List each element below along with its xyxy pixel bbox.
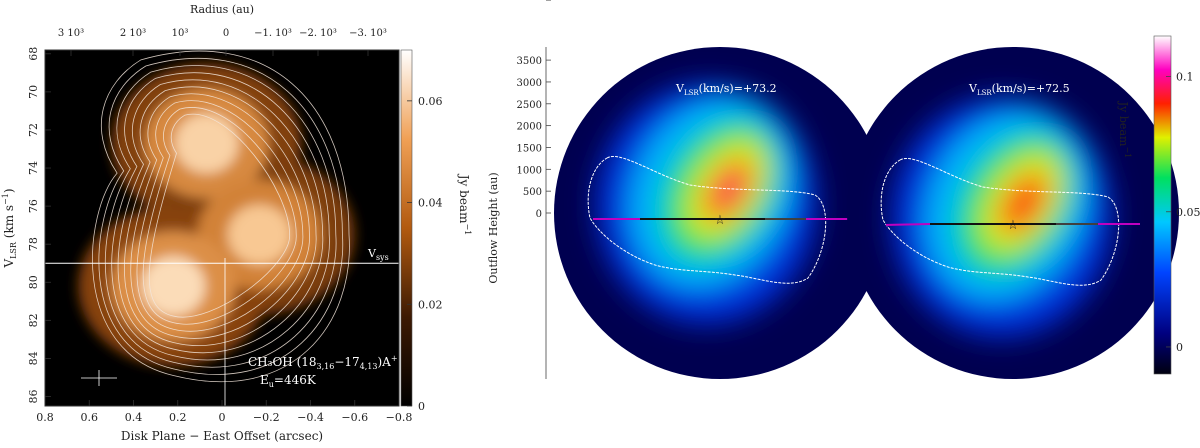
channel-map-1: ☆ VLSR(km/s)=+73.2 <box>554 47 886 379</box>
beam-cross <box>81 370 117 386</box>
pv-contours <box>92 50 350 382</box>
pv-colorbar-scale <box>400 49 413 407</box>
pv-y-tick-label-5: 78 <box>27 237 40 251</box>
pv-y-tick-label-0: 68 <box>27 47 40 61</box>
outflow-y-tick-label-5: 1000 <box>517 165 542 176</box>
outflow-y-tick-label-14: −3500 <box>508 0 542 3</box>
pv-contour-7 <box>105 65 337 368</box>
pv-y-tick-label-8: 84 <box>27 351 40 365</box>
pv-y-tick-label-3: 74 <box>27 161 40 175</box>
pv-y-tick-label-9: 86 <box>27 389 40 403</box>
channel-map-2-velocity: VLSR(km/s)=+72.5 <box>968 82 1070 97</box>
pv-x-tick-label-4: 0 <box>219 411 226 424</box>
outflow-y-tick-label-13: −3000 <box>508 0 542 3</box>
outflow-y-tick-label-7: 0 <box>536 209 542 220</box>
outflow-y-axis: 3500 3000 2500 2000 1500 1000 500 0 −500−1000−15… <box>508 0 551 220</box>
pv-top-tick-label-5: −2. 10³ <box>299 28 337 39</box>
pv-x-tick-label-7: −0.6 <box>341 411 368 424</box>
maps-colorbar-ticks: 0 0.05 0.1 <box>1166 71 1200 354</box>
outflow-y-tick-label-6: 500 <box>523 187 542 198</box>
pv-contour-9 <box>92 50 350 382</box>
maps-cb-tick-label-2: 0.1 <box>1176 71 1194 84</box>
pv-top-tick-label-0: 3 10³ <box>58 28 84 39</box>
channel-maps-panel: 3500 3000 2500 2000 1500 1000 500 0 −500−1000−15… <box>487 0 1179 379</box>
pv-contour-5 <box>117 79 324 354</box>
pv-top-tick-label-2: 10³ <box>172 28 189 39</box>
outflow-y-tick-label-0: 3500 <box>517 56 542 67</box>
maps-cb-tick-label-0: 0 <box>1176 341 1183 354</box>
pv-panel: Vsys CH₃OH (183,16−174,13)A+ Eu=446K 0.8… <box>1 3 412 443</box>
pv-y-tick-label-1: 70 <box>27 85 40 99</box>
channel-map-2-contour <box>880 158 1120 286</box>
pv-emission-peak-1 <box>227 204 292 265</box>
pv-colorbar-label: Jy beam−1 <box>457 173 472 236</box>
pv-x-tick-label-3: 0.2 <box>169 411 187 424</box>
pv-top-tick-label-3: 0 <box>223 28 229 39</box>
pv-x-axis: 0.8 0.6 0.4 0.2 0 −0.2 −0.4 −0.6 −0.8 <box>36 400 412 424</box>
pv-contour-1 <box>142 107 297 325</box>
maps-colorbar-label: Jy beam−1 <box>1117 101 1132 158</box>
pv-colorbar-ticks: 0 0.02 0.04 0.06 <box>407 95 443 413</box>
outflow-y-tick-label-2: 2500 <box>517 100 542 111</box>
pv-cb-tick-label-2: 0.04 <box>418 197 443 210</box>
pv-contour-6 <box>111 72 330 361</box>
pv-x-tick-label-2: 0.4 <box>125 411 143 424</box>
maps-colorbar-scale <box>1153 35 1172 375</box>
outflow-y-tick-label-8: −500 <box>515 0 542 3</box>
outflow-y-tick-label-10: −1500 <box>508 0 542 3</box>
pv-contour-3 <box>130 93 310 339</box>
pv-top-tick-label-6: −3. 10³ <box>349 28 387 39</box>
pv-cb-tick-label-3: 0.06 <box>418 95 443 108</box>
pv-contour-4 <box>124 86 317 346</box>
vsys-label: Vsys <box>367 247 389 262</box>
outflow-y-axis-label: Outflow Height (au) <box>487 172 500 283</box>
pv-emission-peak-2 <box>141 256 206 317</box>
outflow-y-tick-label-1: 3000 <box>517 78 542 89</box>
pv-contour-0 <box>148 113 291 318</box>
map1-level-4 <box>999 172 1048 234</box>
pv-contour-2 <box>136 100 304 332</box>
pv-y-axis-label: VLSR (km s−1) <box>1 188 18 268</box>
pv-top-axis: 3 10³ 2 10³ 10³ 0 −1. 10³ −2. 10³ −3. 10³ <box>58 28 387 56</box>
maps-colorbar: 0 0.05 0.1 Jy beam−1 <box>1117 35 1200 375</box>
pv-x-tick-label-5: −0.2 <box>253 411 280 424</box>
channel-map-1-star-icon: ☆ <box>714 213 726 228</box>
pv-x-tick-label-8: −0.8 <box>386 411 413 424</box>
outflow-y-tick-label-4: 1500 <box>517 143 542 154</box>
maps-cb-tick-label-1: 0.05 <box>1176 206 1200 219</box>
channel-map-2-disk-axis <box>885 223 1140 226</box>
outflow-y-tick-label-9: −1000 <box>508 0 542 3</box>
pv-contour-8 <box>98 57 344 375</box>
pv-x-axis-label: Disk Plane − East Offset (arcsec) <box>121 429 323 443</box>
pv-x-tick-label-1: 0.6 <box>81 411 99 424</box>
pv-y-tick-label-7: 82 <box>27 313 40 327</box>
outflow-y-tick-label-3: 2000 <box>517 122 542 133</box>
pv-y-axis: 68 70 72 74 76 78 80 82 84 86 <box>27 47 51 403</box>
pv-cb-tick-label-0: 0 <box>418 400 425 413</box>
pv-y-tick-label-2: 72 <box>27 123 40 137</box>
pv-y-tick-label-6: 80 <box>27 275 40 289</box>
pv-x-tick-label-6: −0.4 <box>297 411 324 424</box>
channel-map-1-contour <box>587 156 827 284</box>
pv-x-tick-label-0: 0.8 <box>36 411 54 424</box>
pv-top-tick-label-4: −1. 10³ <box>254 28 292 39</box>
pv-top-axis-label: Radius (au) <box>190 3 254 16</box>
channel-map-2-star-icon: ☆ <box>1007 218 1019 233</box>
channel-map-2-emission <box>891 97 1112 338</box>
pv-emission-peak-0 <box>174 113 239 174</box>
molecule-annotation: CH₃OH (183,16−174,13)A+ <box>248 354 398 371</box>
pv-y-tick-label-4: 76 <box>27 199 40 213</box>
pv-cb-tick-label-1: 0.02 <box>418 298 443 311</box>
pv-colorbar: 0 0.02 0.04 0.06 Jy beam−1 <box>400 49 472 413</box>
outflow-y-tick-label-12: −2500 <box>508 0 542 3</box>
pv-top-tick-label-1: 2 10³ <box>120 28 146 39</box>
outflow-y-tick-label-11: −2000 <box>508 0 542 3</box>
channel-map-2: ☆ VLSR(km/s)=+72.5 <box>847 47 1179 379</box>
channel-map-1-velocity: VLSR(km/s)=+73.2 <box>675 82 777 97</box>
energy-annotation: Eu=446K <box>260 373 317 389</box>
